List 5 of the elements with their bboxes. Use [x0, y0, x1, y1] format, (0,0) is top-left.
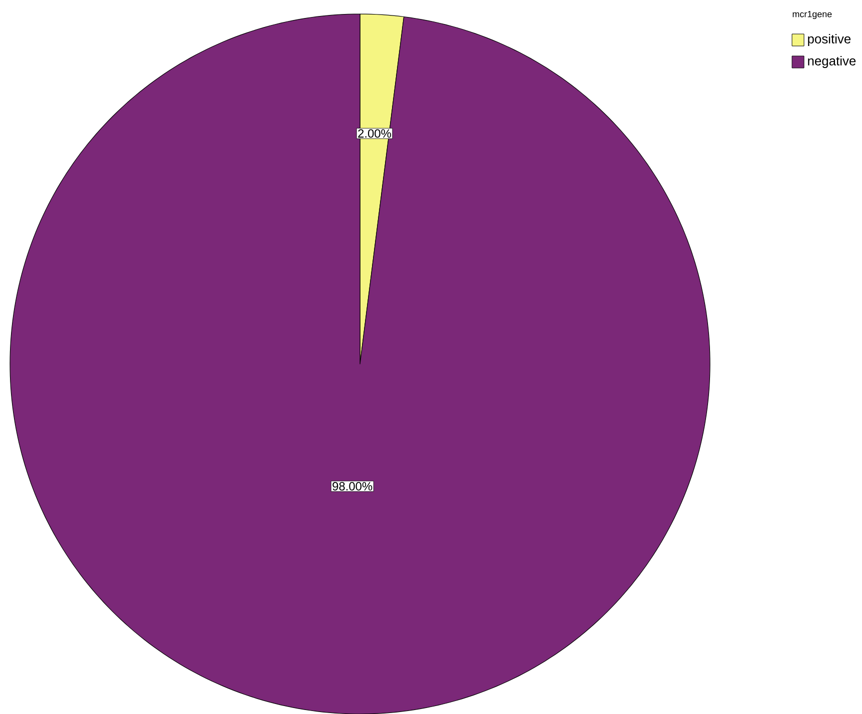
- data-label: 98.00%: [332, 482, 372, 490]
- slice-label: negative: [808, 56, 856, 68]
- legend-title: mcr1gene: [792, 10, 832, 19]
- legend-label: positive: [808, 34, 851, 46]
- data-label: 2.00%: [358, 129, 392, 138]
